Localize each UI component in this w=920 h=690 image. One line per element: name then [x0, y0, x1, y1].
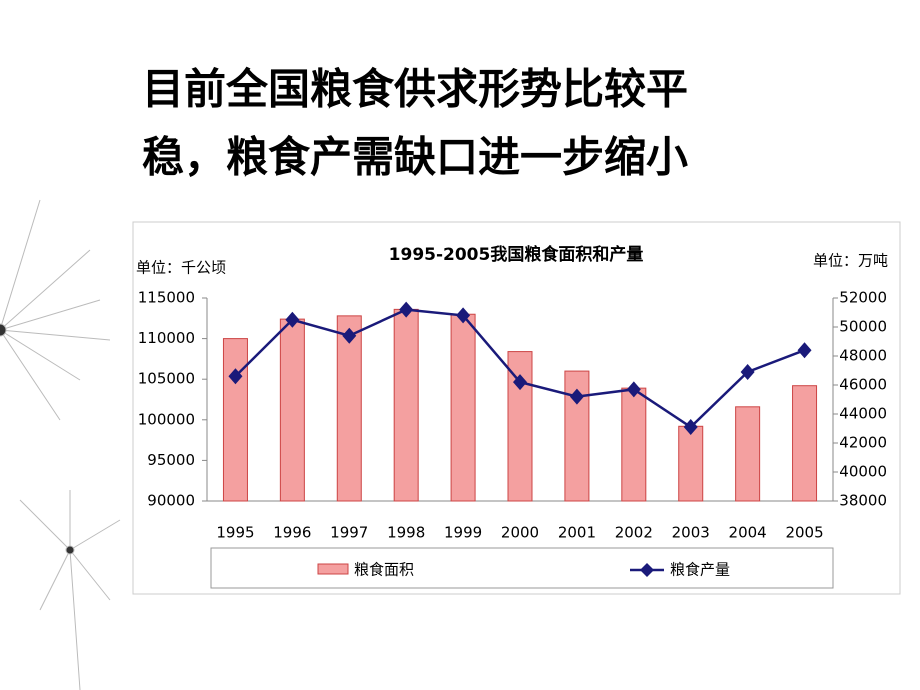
bar: [792, 385, 818, 502]
y2-tick-label: 42000: [839, 434, 887, 452]
y2-tick-label: 48000: [839, 347, 887, 365]
slide-title: 目前全国粮食供求形势比较平: [142, 65, 688, 114]
y2-axis-label: 单位：万吨: [813, 252, 888, 270]
x-tick-label: 1995: [216, 524, 254, 542]
y-tick-label: 110000: [138, 329, 195, 347]
y-tick-label: 115000: [138, 289, 195, 307]
x-tick-label: 2002: [615, 524, 653, 542]
legend-box: [210, 547, 834, 589]
x-tick-label: 2003: [672, 524, 710, 542]
bar: [279, 318, 305, 502]
y-tick-label: 105000: [138, 370, 195, 388]
legend-swatch: [317, 563, 349, 575]
y2-tick-label: 50000: [839, 318, 887, 336]
bar: [735, 406, 761, 502]
y2-tick-label: 52000: [839, 289, 887, 307]
x-tick-label: 1998: [387, 524, 425, 542]
decoration: [0, 199, 121, 690]
bar: [678, 425, 704, 502]
x-tick-label: 1997: [330, 524, 368, 542]
bar: [450, 313, 476, 502]
legend-label: 粮食产量: [670, 561, 730, 579]
slide-title: 稳，粮食产需缺口进一步缩小: [142, 133, 688, 182]
marker: [456, 307, 471, 324]
marker: [683, 419, 698, 436]
marker: [399, 301, 414, 318]
legend-label: 粮食面积: [354, 561, 414, 579]
bar: [336, 315, 362, 502]
y-tick-label: 95000: [147, 451, 195, 469]
y2-tick-label: 44000: [839, 405, 887, 423]
y-tick-label: 90000: [147, 492, 195, 510]
marker: [740, 363, 755, 380]
marker: [797, 342, 812, 359]
x-tick-label: 2005: [785, 524, 823, 542]
y2-tick-label: 46000: [839, 376, 887, 394]
marker: [626, 381, 641, 398]
marker: [228, 368, 243, 385]
y-axis-label: 单位：千公顷: [136, 259, 226, 277]
bar: [222, 338, 248, 502]
x-tick-label: 2001: [558, 524, 596, 542]
x-tick-label: 2000: [501, 524, 539, 542]
legend-swatch: [640, 563, 654, 577]
marker: [569, 388, 584, 405]
chart-title: 1995-2005我国粮食面积和产量: [389, 244, 644, 265]
x-tick-label: 2004: [729, 524, 767, 542]
x-tick-label: 1999: [444, 524, 482, 542]
y-tick-label: 100000: [138, 410, 195, 428]
bar: [621, 387, 647, 502]
marker: [285, 311, 300, 328]
bar: [393, 308, 419, 502]
x-tick-label: 1996: [273, 524, 311, 542]
y2-tick-label: 38000: [839, 492, 887, 510]
marker: [342, 327, 357, 344]
marker: [513, 374, 527, 391]
y2-tick-label: 40000: [839, 463, 887, 481]
